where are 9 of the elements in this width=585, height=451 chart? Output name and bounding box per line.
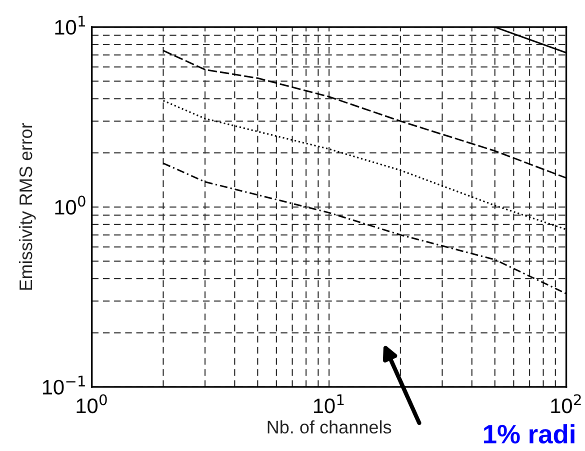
y-tick-label: 10$^{−1}$ — [42, 376, 85, 395]
y-tick-label: 10$^{0}$ — [55, 196, 86, 215]
x-tick-label: 10$^{1}$ — [314, 394, 344, 414]
y-tick-label: 10$^{1}$ — [55, 16, 85, 35]
text: 1% radi — [484, 424, 574, 444]
x-axis-title: Nb. of channels — [268, 420, 392, 434]
x-tick-label: 10$^{2}$ — [551, 394, 581, 414]
x-tick-label: 10$^{0}$ — [76, 394, 107, 414]
y-axis-title: Emissivity RMS error — [18, 123, 36, 290]
